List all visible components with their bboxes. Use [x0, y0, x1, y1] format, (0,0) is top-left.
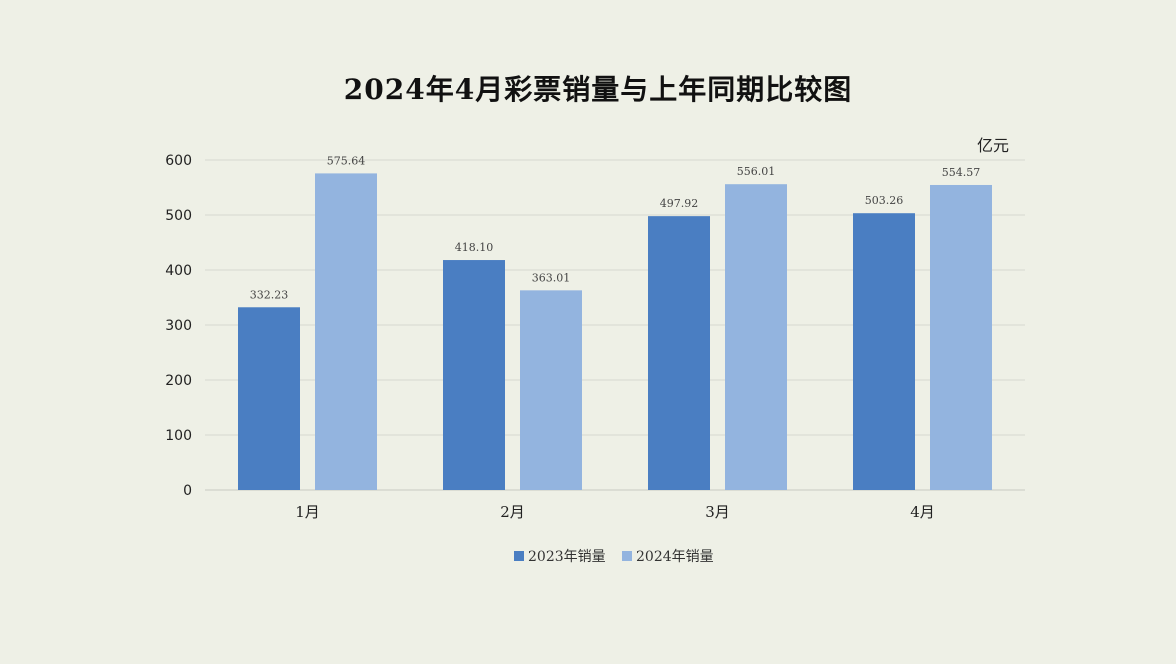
y-tick-label: 300: [165, 318, 192, 334]
bar-2024-2: [520, 290, 582, 490]
y-tick-label: 400: [165, 263, 192, 279]
bars: [238, 173, 992, 491]
bar-2024-1: [315, 173, 377, 490]
bar-2023-3: [648, 216, 710, 491]
legend: 2023年销量 2024年销量: [514, 549, 714, 565]
y-axis-ticks: 0 100 200 300 400 500 600: [165, 153, 192, 499]
x-category-label: 1月: [295, 503, 320, 521]
bar-2023-4: [853, 213, 915, 490]
y-tick-label: 600: [165, 153, 192, 169]
x-category-label: 2月: [500, 503, 525, 521]
bar-2023-2: [443, 260, 505, 490]
x-category-label: 4月: [910, 503, 935, 521]
y-tick-label: 0: [183, 483, 192, 499]
y-axis-unit: 亿元: [977, 136, 1009, 155]
data-label: 503.26: [865, 194, 904, 207]
legend-entry: 2024年销量: [636, 549, 714, 565]
bar-2024-3: [725, 184, 787, 490]
data-label: 554.57: [942, 166, 981, 179]
y-tick-label: 100: [165, 428, 192, 444]
y-tick-label: 200: [165, 373, 192, 389]
data-label: 497.92: [660, 197, 699, 210]
x-category-label: 3月: [705, 503, 730, 521]
x-axis-categories: 1月 2月 3月 4月: [295, 503, 935, 521]
bar-2024-4: [930, 184, 992, 490]
legend-entry: 2023年销量: [528, 549, 606, 565]
data-label: 556.01: [737, 165, 776, 178]
data-label: 332.23: [250, 288, 289, 301]
y-tick-label: 500: [165, 208, 192, 224]
data-label: 418.10: [455, 241, 494, 254]
legend-swatch: [622, 551, 632, 561]
data-label: 575.64: [327, 154, 366, 167]
data-labels: 332.23 575.64 418.10 363.01 497.92 556.01 503.…: [250, 154, 981, 301]
legend-swatch: [514, 551, 524, 561]
chart-title: 2024年4月彩票销量与上年同期比较图: [343, 73, 853, 106]
data-label: 363.01: [532, 271, 571, 284]
bar-2023-1: [238, 307, 300, 490]
